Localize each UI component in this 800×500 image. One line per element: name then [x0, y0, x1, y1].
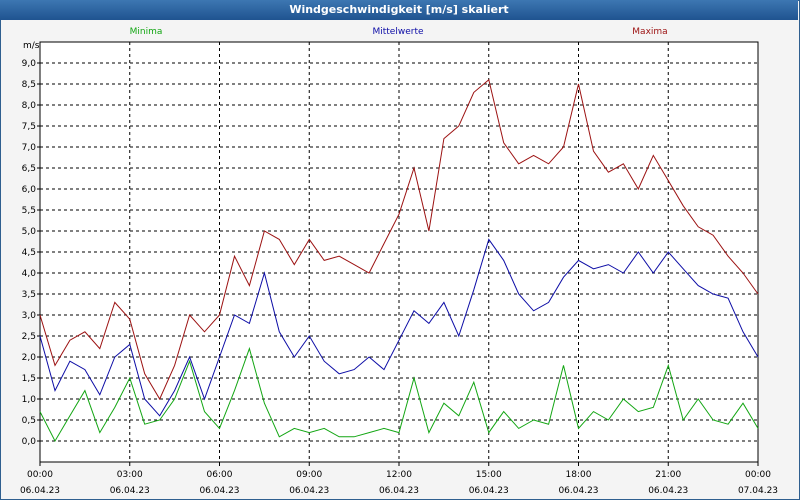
y-tick-label: 5,5: [22, 206, 36, 216]
maxima-series-line: [39, 78, 759, 401]
y-tick-label: 5,0: [22, 227, 37, 237]
x-tick-time-label: 03:00: [117, 470, 143, 480]
legend-mittelwerte: Mittelwerte: [372, 27, 423, 37]
chart-title: Windgeschwindigkeit [m/s] skaliert: [0, 0, 798, 20]
y-tick-label: 3,0: [22, 311, 37, 321]
y-tick-label: 4,5: [22, 248, 36, 258]
y-tick-label: 8,0: [22, 101, 37, 111]
y-tick-label: 8,5: [22, 80, 36, 90]
x-tick-time-label: 18:00: [566, 470, 592, 480]
mittelwerte-series-line: [39, 238, 759, 417]
minima-series-line: [39, 346, 759, 443]
y-tick-label: 0,0: [22, 437, 37, 447]
y-tick-label: 4,0: [22, 269, 37, 279]
x-tick-time-label: 09:00: [296, 470, 322, 480]
x-tick-time-label: 12:00: [386, 470, 412, 480]
x-tick-date-label: 06.04.23: [289, 486, 329, 496]
x-tick-date-label: 06.04.23: [20, 486, 60, 496]
y-tick-label: 2,5: [22, 332, 36, 342]
y-tick-label: 6,0: [22, 185, 37, 195]
y-tick-label: 6,5: [22, 164, 36, 174]
legend-maxima: Maxima: [632, 27, 667, 37]
x-tick-date-label: 06.04.23: [648, 486, 688, 496]
x-tick-time-label: 21:00: [655, 470, 681, 480]
x-tick-date-label: 06.04.23: [110, 486, 150, 496]
legend-minima: Minima: [130, 27, 163, 37]
y-tick-label: 1,5: [22, 374, 36, 384]
y-tick-label: 0,5: [22, 416, 36, 426]
x-tick-time-label: 00:00: [745, 470, 771, 480]
x-tick-time-label: 06:00: [207, 470, 233, 480]
x-tick-date-label: 06.04.23: [469, 486, 509, 496]
y-tick-label: 7,0: [22, 143, 37, 153]
y-tick-label: 3,5: [22, 290, 36, 300]
x-tick-date-label: 06.04.23: [379, 486, 419, 496]
y-axis-unit: m/s: [23, 41, 40, 51]
x-tick-time-label: 15:00: [476, 470, 502, 480]
x-tick-time-label: 00:00: [27, 470, 53, 480]
y-tick-label: 2,0: [22, 353, 37, 363]
y-tick-label: 9,0: [22, 59, 37, 69]
x-tick-date-label: 07.04.23: [738, 486, 778, 496]
x-tick-date-label: 06.04.23: [558, 486, 598, 496]
x-tick-date-label: 06.04.23: [199, 486, 239, 496]
y-tick-label: 1,0: [22, 395, 37, 405]
y-tick-label: 7,5: [22, 122, 36, 132]
